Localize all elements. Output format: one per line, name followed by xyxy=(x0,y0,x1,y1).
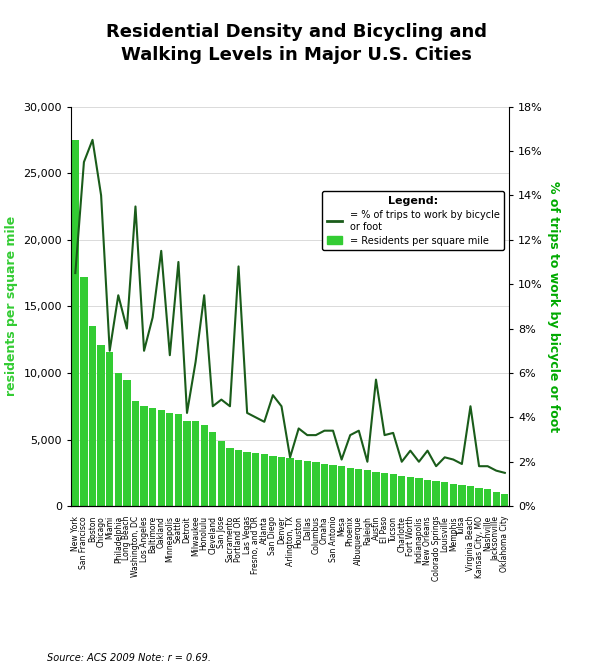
Bar xyxy=(140,406,148,506)
Bar xyxy=(329,465,337,506)
Bar xyxy=(458,485,465,506)
Bar xyxy=(132,401,139,506)
Text: Residential Density and Bicycling and
Walking Levels in Major U.S. Cities: Residential Density and Bicycling and Wa… xyxy=(105,23,487,63)
Bar xyxy=(175,414,182,506)
Bar xyxy=(312,462,320,506)
Bar xyxy=(475,488,482,506)
Bar xyxy=(484,489,491,506)
Bar xyxy=(149,408,156,506)
Bar xyxy=(115,373,122,506)
Bar xyxy=(424,480,431,506)
Bar xyxy=(363,470,371,506)
Bar xyxy=(441,482,448,506)
Bar xyxy=(372,472,379,506)
Bar xyxy=(450,484,457,506)
Bar xyxy=(89,326,96,506)
Bar xyxy=(287,458,294,506)
Bar xyxy=(218,441,225,506)
Bar xyxy=(98,345,105,506)
Bar xyxy=(321,464,328,506)
Bar xyxy=(243,452,251,506)
Bar xyxy=(260,454,268,506)
Legend: = % of trips to work by bicycle
or foot, = Residents per square mile: = % of trips to work by bicycle or foot,… xyxy=(322,191,504,250)
Bar xyxy=(81,277,88,506)
Bar xyxy=(501,494,509,506)
Bar xyxy=(166,413,173,506)
Bar xyxy=(269,456,276,506)
Bar xyxy=(235,450,242,506)
Bar xyxy=(72,140,79,506)
Bar xyxy=(398,476,406,506)
Bar xyxy=(493,492,500,506)
Bar xyxy=(390,474,397,506)
Bar xyxy=(381,473,388,506)
Bar xyxy=(355,469,362,506)
Bar xyxy=(184,421,191,506)
Y-axis label: % of trips to work by bicycle or foot: % of trips to work by bicycle or foot xyxy=(546,180,559,432)
Bar xyxy=(106,352,113,506)
Bar xyxy=(415,478,423,506)
Bar xyxy=(157,410,165,506)
Bar xyxy=(123,380,130,506)
Text: Source: ACS 2009 Note: r = 0.69.: Source: ACS 2009 Note: r = 0.69. xyxy=(47,653,211,663)
Bar xyxy=(278,457,285,506)
Bar xyxy=(192,421,200,506)
Bar xyxy=(252,453,259,506)
Bar xyxy=(467,486,474,506)
Bar xyxy=(226,448,234,506)
Y-axis label: residents per square mile: residents per square mile xyxy=(5,216,18,396)
Bar xyxy=(346,468,354,506)
Bar xyxy=(407,477,414,506)
Bar xyxy=(432,481,440,506)
Bar xyxy=(209,432,217,506)
Bar xyxy=(338,466,345,506)
Bar xyxy=(304,461,311,506)
Bar xyxy=(201,425,208,506)
Bar xyxy=(295,460,303,506)
